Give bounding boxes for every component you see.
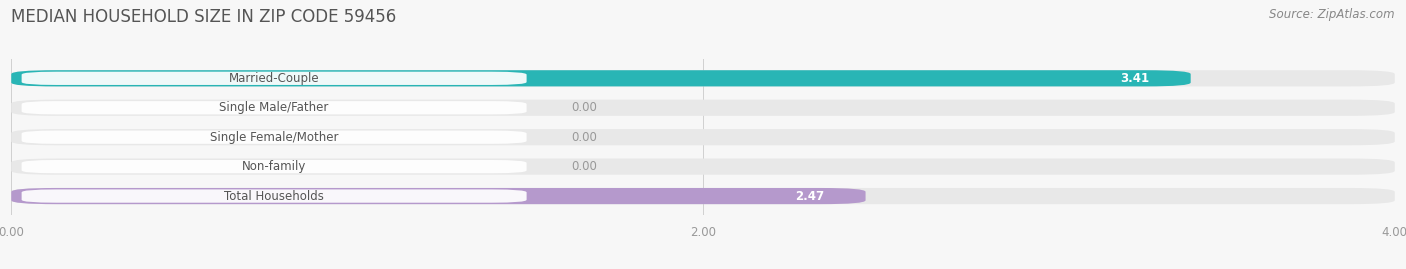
Text: Non-family: Non-family (242, 160, 307, 173)
Text: 2.47: 2.47 (794, 190, 824, 203)
FancyBboxPatch shape (11, 188, 1395, 204)
Text: MEDIAN HOUSEHOLD SIZE IN ZIP CODE 59456: MEDIAN HOUSEHOLD SIZE IN ZIP CODE 59456 (11, 8, 396, 26)
Text: Married-Couple: Married-Couple (229, 72, 319, 85)
Text: Single Female/Mother: Single Female/Mother (209, 131, 339, 144)
Text: Single Male/Father: Single Male/Father (219, 101, 329, 114)
FancyBboxPatch shape (21, 189, 527, 203)
Text: Total Households: Total Households (224, 190, 323, 203)
FancyBboxPatch shape (21, 160, 527, 173)
FancyBboxPatch shape (21, 72, 527, 85)
Text: 0.00: 0.00 (572, 131, 598, 144)
FancyBboxPatch shape (11, 188, 866, 204)
FancyBboxPatch shape (11, 158, 1395, 175)
FancyBboxPatch shape (11, 129, 1395, 145)
FancyBboxPatch shape (21, 101, 527, 114)
FancyBboxPatch shape (11, 70, 1395, 86)
Text: Source: ZipAtlas.com: Source: ZipAtlas.com (1270, 8, 1395, 21)
Text: 0.00: 0.00 (572, 101, 598, 114)
FancyBboxPatch shape (21, 130, 527, 144)
Text: 3.41: 3.41 (1121, 72, 1149, 85)
FancyBboxPatch shape (11, 100, 1395, 116)
FancyBboxPatch shape (11, 70, 1191, 86)
Text: 0.00: 0.00 (572, 160, 598, 173)
